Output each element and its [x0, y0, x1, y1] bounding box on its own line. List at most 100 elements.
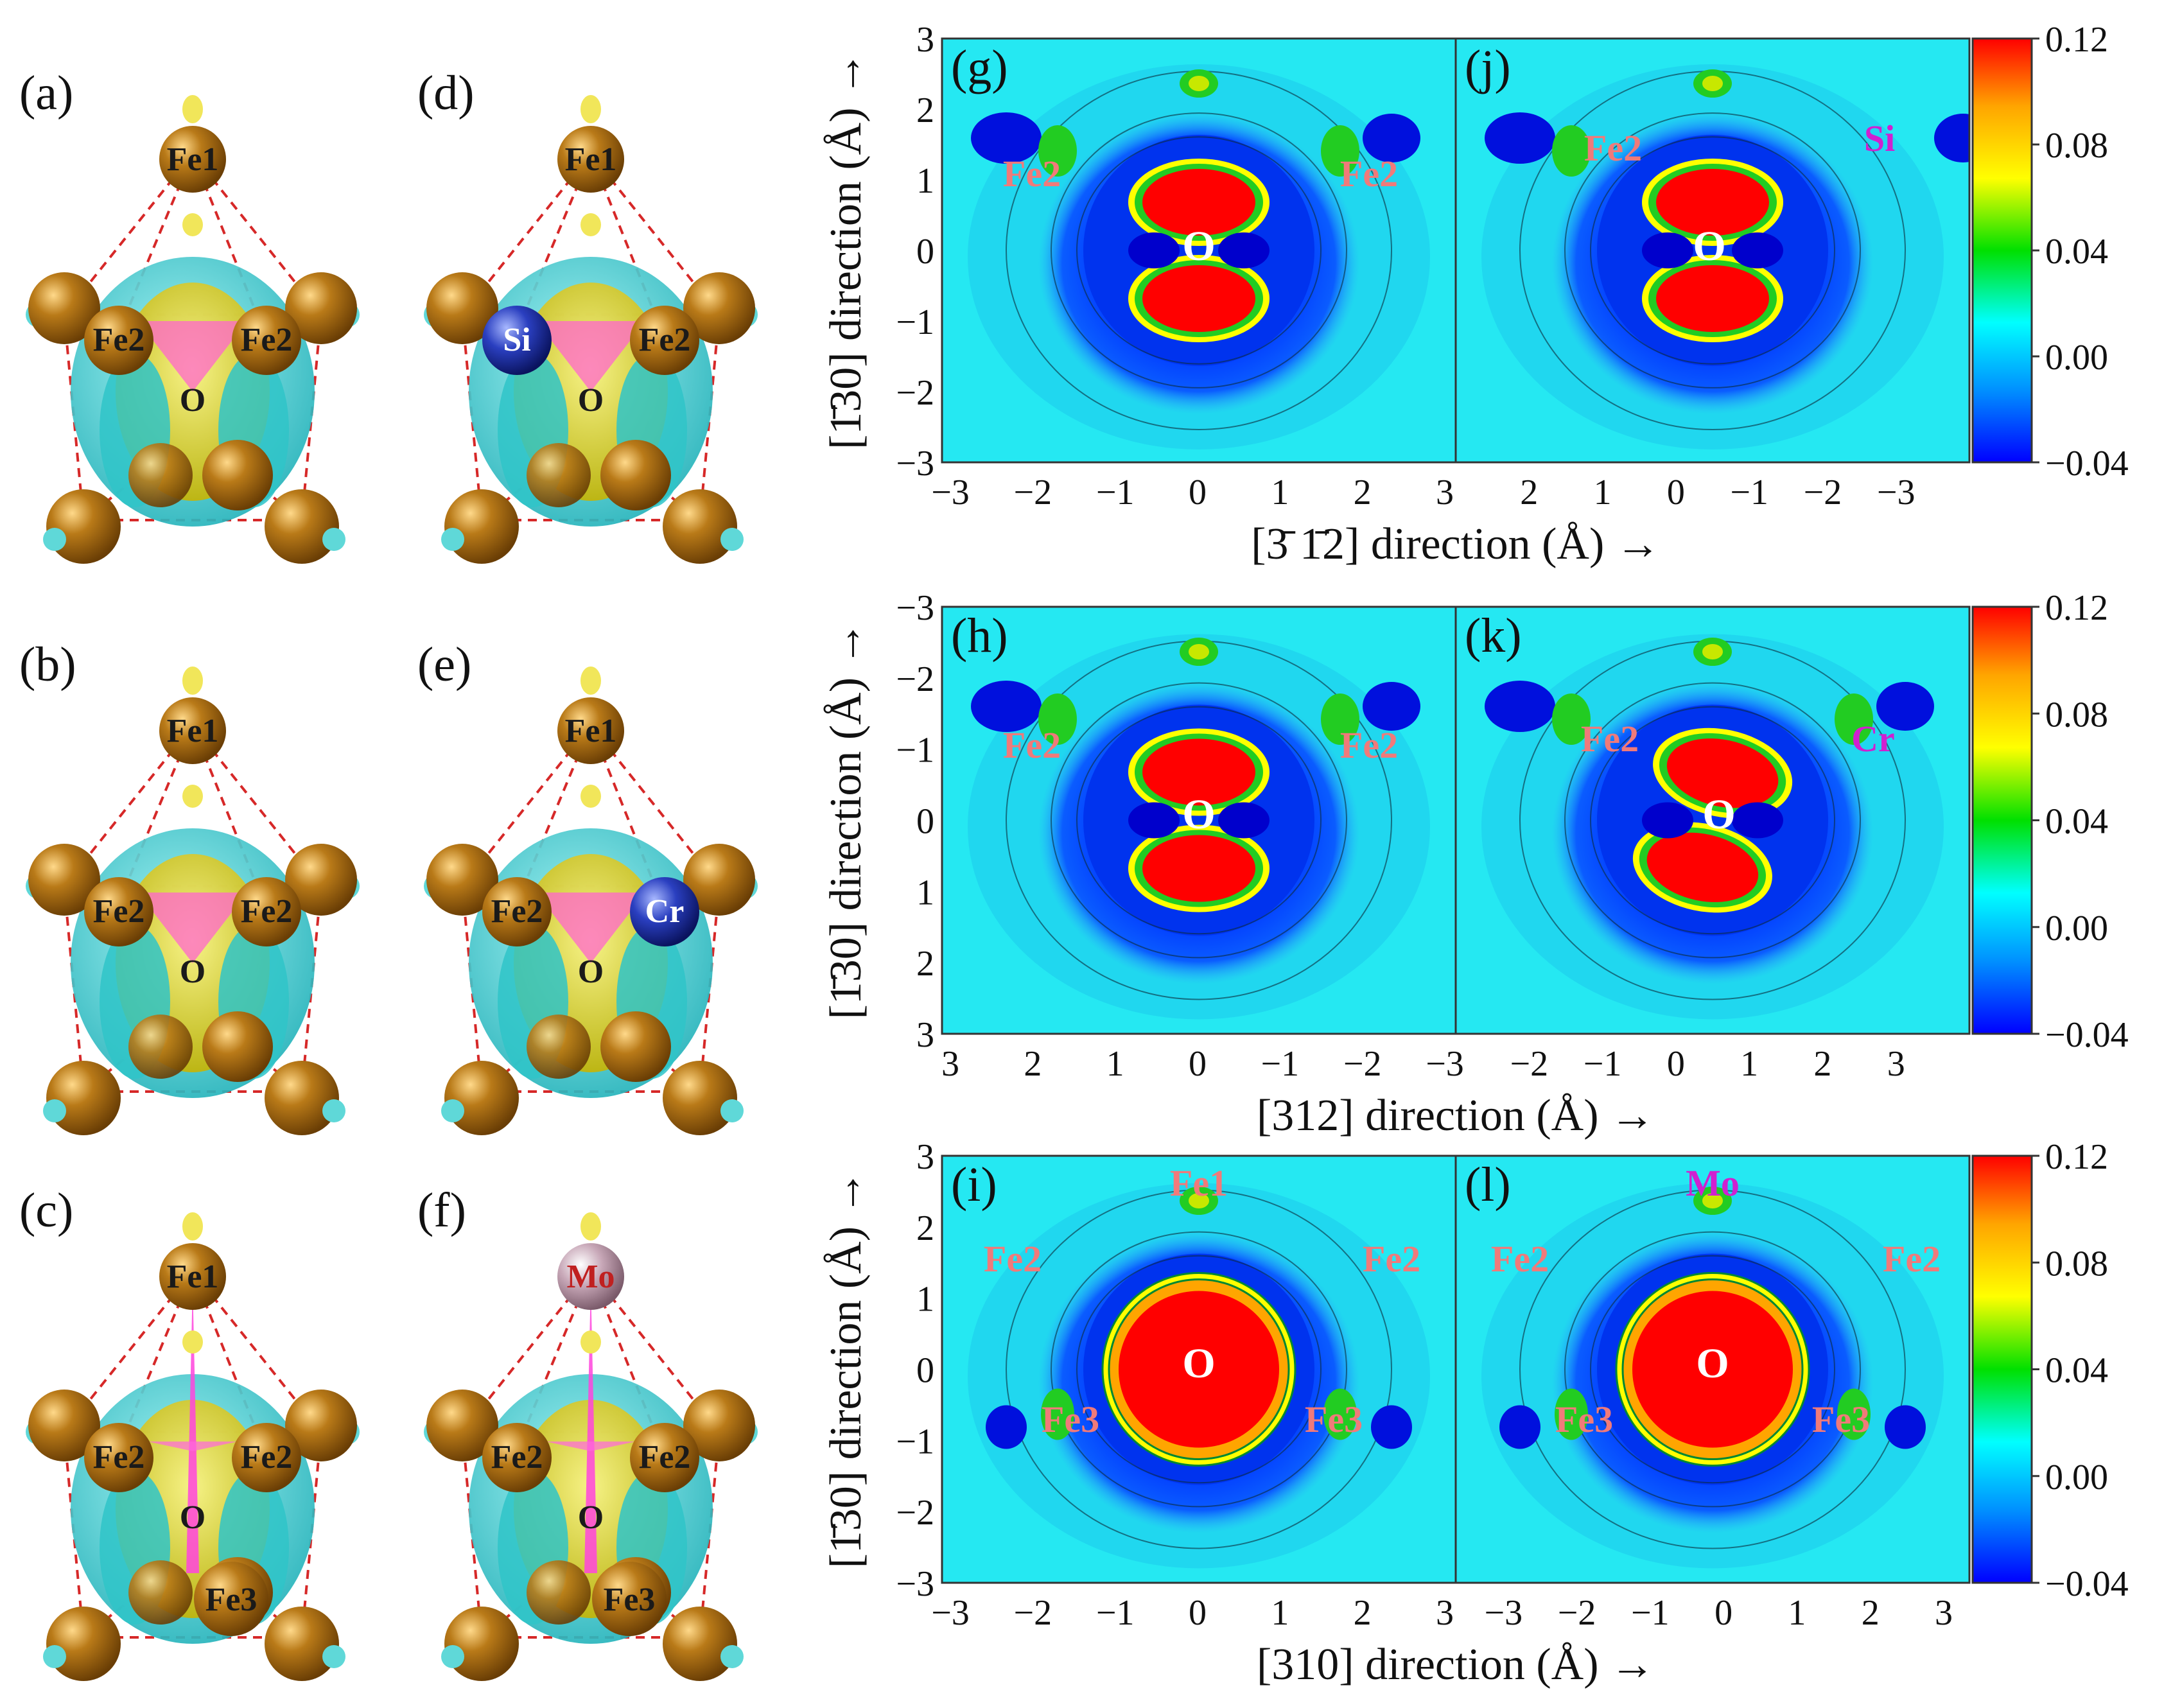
contour-line: [1051, 112, 1347, 388]
panel-label: (b): [19, 638, 76, 692]
x-tick-label: −1: [1096, 1593, 1135, 1633]
highlight-plane: [536, 321, 645, 392]
contour-region: [1835, 693, 1873, 745]
atom-lobe: [580, 1330, 601, 1354]
corner-atom: [683, 272, 755, 344]
corner-atom: [426, 1390, 498, 1461]
atom-lobe: [441, 1645, 464, 1668]
x-tick-label: 3: [941, 1044, 959, 1084]
colorbar-tick-label: 0.08: [2045, 695, 2108, 735]
colorbar-tick-label: −0.04: [2045, 444, 2129, 484]
map-atom-label: Fe2: [1883, 1238, 1941, 1280]
panel-label: (d): [417, 66, 475, 120]
corner-atom: [285, 1390, 357, 1461]
map-atom-label: Fe3: [1555, 1399, 1613, 1440]
bond-line: [461, 314, 483, 521]
orbital-lobes: [1632, 728, 1793, 913]
apex-atom-label: Fe1: [565, 713, 617, 749]
center-atom-label: O: [578, 382, 604, 419]
left-atom: [482, 306, 552, 375]
y-tick-label: 2: [916, 91, 934, 130]
corner-atom: [265, 1061, 339, 1135]
x-tick-label: −1: [1096, 473, 1135, 512]
map-atom-label: Fe1: [1170, 1162, 1228, 1204]
panel-label: (h): [951, 609, 1008, 663]
center-atom-label: O: [180, 954, 205, 990]
map-atom-label: Fe2: [1584, 127, 1642, 169]
corner-atom: [663, 1607, 737, 1681]
corner-atom: [426, 272, 498, 344]
atom-lobe: [182, 667, 203, 695]
x-tick-label: −2: [1014, 1593, 1052, 1633]
map-atom-label: O: [1696, 1340, 1729, 1387]
contour-region: [1119, 1291, 1279, 1448]
x-tick-label: 0: [1667, 1044, 1685, 1084]
atom-lobe: [580, 785, 601, 808]
right-atom-label: Cr: [645, 893, 685, 930]
contour-region: [986, 1405, 1027, 1449]
map-atom-label: O: [1182, 223, 1215, 270]
contour-region: [1218, 802, 1270, 839]
contour-region: [1321, 693, 1359, 745]
colorbar-tick-label: 0.04: [2045, 802, 2108, 842]
corner-atom: [444, 489, 519, 564]
panel-label: (c): [19, 1183, 73, 1237]
x-tick-label: 2: [1520, 473, 1538, 512]
contour-region: [1876, 682, 1934, 731]
contour-region: [1656, 169, 1769, 236]
contour-line: [1590, 706, 1835, 935]
left-atom-label: Fe2: [93, 893, 145, 930]
x-axis-label: [312] direction (Å) →: [1257, 1091, 1655, 1140]
right-atom-label: Fe2: [241, 1439, 293, 1476]
x-tick-label: 0: [1189, 1593, 1207, 1633]
contour-region: [1642, 802, 1693, 839]
apex-atom-label: Fe1: [565, 141, 617, 178]
contour-region: [1363, 114, 1420, 162]
apex-atom: [557, 1243, 624, 1310]
bottom-atom: [202, 440, 273, 510]
x-tick-label: −1: [1261, 1044, 1300, 1084]
map-atom-label: Fe3: [1305, 1399, 1363, 1440]
corner-atom: [46, 489, 121, 564]
bottom-atom: [527, 1015, 591, 1079]
colorbar-1: [1971, 606, 2033, 1035]
x-tick-label: −1: [1584, 1044, 1622, 1084]
center-atom-label: O: [578, 1499, 604, 1536]
x-tick-label: −3: [931, 473, 970, 512]
contour-region: [1702, 644, 1723, 659]
contour-map-k: [1456, 607, 1969, 1034]
contour-map-i: [942, 1156, 1456, 1583]
contour-region: [1552, 693, 1591, 745]
corner-atom: [285, 844, 357, 916]
x-tick-label: 1: [1594, 473, 1612, 512]
contour-line: [1615, 1272, 1810, 1467]
map-atom-label: Fe2: [1003, 724, 1061, 766]
x-tick-label: 1: [1740, 1044, 1758, 1084]
contour-line: [1590, 136, 1835, 365]
bottom-atom: [527, 443, 591, 507]
x-tick-label: 3: [1935, 1593, 1953, 1633]
y-tick-label: −3: [896, 588, 934, 628]
structure-panel-e: (e) Fe1 Fe2 Cr O: [417, 638, 758, 1135]
colorbar-tick-label: 0.12: [2045, 588, 2108, 628]
y-tick-label: 2: [916, 944, 934, 984]
map-atom-label: Cr: [1851, 718, 1895, 760]
bond-line: [301, 1431, 322, 1638]
bond-line: [63, 1431, 85, 1638]
x-tick-label: 1: [1271, 1593, 1289, 1633]
left-atom: [84, 306, 153, 375]
contour-line: [1564, 682, 1861, 959]
left-atom-label: Fe2: [491, 1439, 543, 1476]
contour-region: [1732, 802, 1783, 839]
contour-region: [1371, 1405, 1412, 1449]
contour-region: [1656, 265, 1769, 332]
panel-label: (l): [1465, 1158, 1511, 1212]
contour-maps: Fe2 Fe2 O (g) Fe2 Si O (j) Fe2 Fe2 O (h) Fe2 Cr O (k) Fe…: [941, 37, 1971, 1584]
y-tick-label: 1: [916, 873, 934, 912]
highlight-plane: [536, 893, 645, 963]
left-atom-label: Fe2: [93, 322, 145, 358]
x-tick-label: 0: [1667, 473, 1685, 512]
contour-map-j: [1456, 39, 1969, 462]
colorbar-tick-label: 0.04: [2045, 1351, 2108, 1391]
